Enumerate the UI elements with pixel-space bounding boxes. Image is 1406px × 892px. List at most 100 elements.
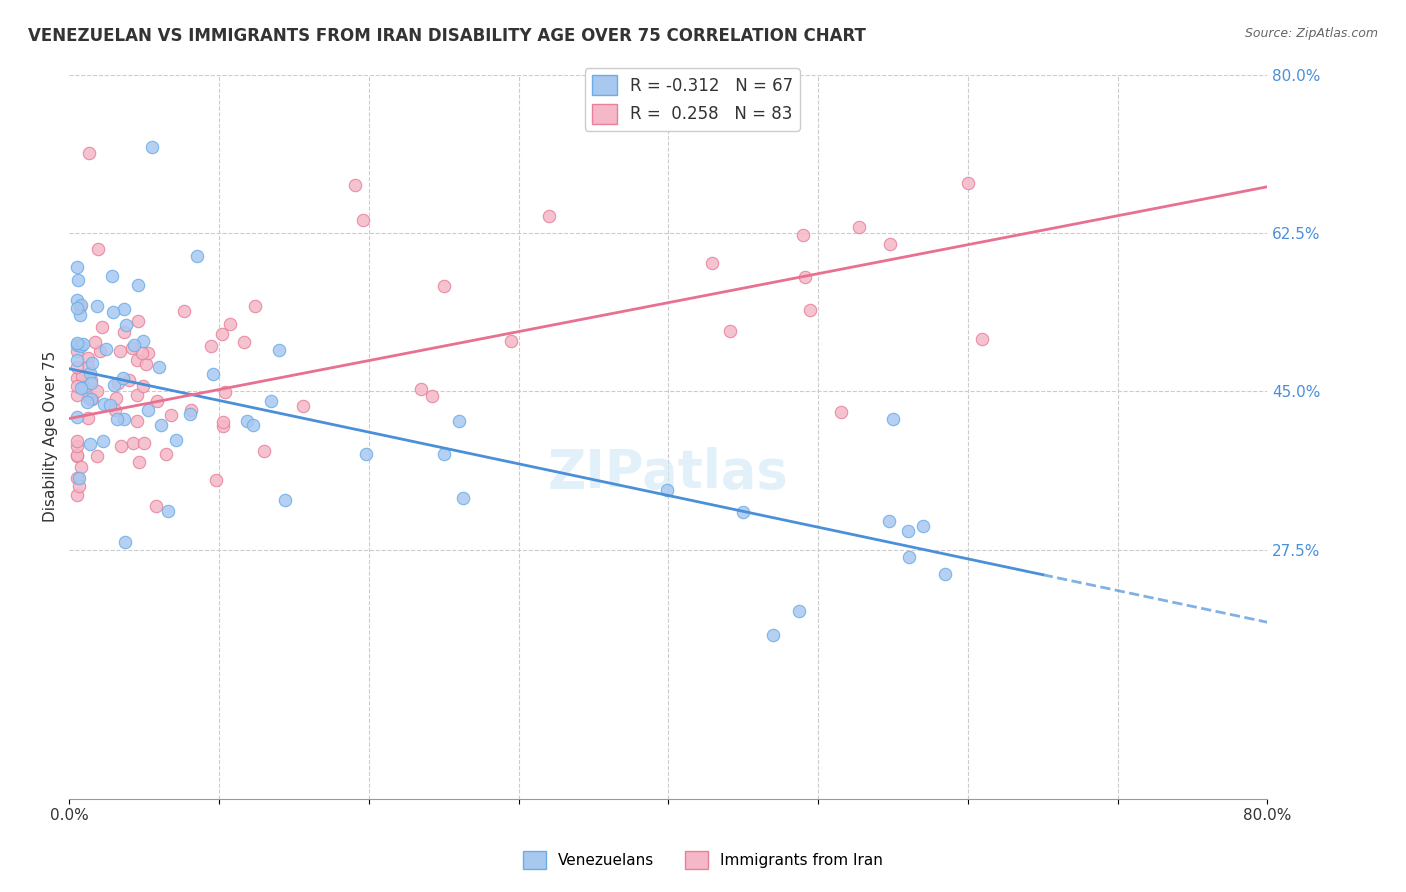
Legend: R = -0.312   N = 67, R =  0.258   N = 83: R = -0.312 N = 67, R = 0.258 N = 83 xyxy=(585,69,800,131)
Point xyxy=(94,342,117,356)
Point xyxy=(80,392,103,407)
Point xyxy=(66,370,89,384)
Point xyxy=(214,384,236,399)
Point xyxy=(970,332,993,346)
Point xyxy=(69,308,91,322)
Point xyxy=(155,447,177,461)
Point xyxy=(66,434,89,448)
Point xyxy=(112,411,135,425)
Point xyxy=(103,378,125,392)
Point xyxy=(110,439,132,453)
Point xyxy=(105,391,128,405)
Point xyxy=(66,488,89,502)
Point xyxy=(792,227,814,242)
Point xyxy=(125,353,148,368)
Point xyxy=(882,412,904,426)
Point xyxy=(897,524,920,538)
Point xyxy=(79,146,101,161)
Point xyxy=(77,410,100,425)
Point xyxy=(934,567,956,582)
Point xyxy=(134,436,156,450)
Point xyxy=(105,411,128,425)
Point xyxy=(160,408,183,422)
Point xyxy=(66,344,89,359)
Point xyxy=(157,504,180,518)
Text: ZIPatlas: ZIPatlas xyxy=(548,447,789,499)
Point xyxy=(121,435,143,450)
Point xyxy=(242,417,264,432)
Point xyxy=(103,403,125,417)
Point xyxy=(107,376,129,391)
Point xyxy=(134,358,156,372)
Point xyxy=(115,318,138,332)
Point xyxy=(433,447,456,461)
Point xyxy=(128,455,150,469)
Text: VENEZUELAN VS IMMIGRANTS FROM IRAN DISABILITY AGE OVER 75 CORRELATION CHART: VENEZUELAN VS IMMIGRANTS FROM IRAN DISAB… xyxy=(28,27,866,45)
Point xyxy=(202,367,225,381)
Legend: Venezuelans, Immigrants from Iran: Venezuelans, Immigrants from Iran xyxy=(517,845,889,875)
Point xyxy=(700,256,723,270)
Point xyxy=(125,388,148,402)
Point xyxy=(245,299,267,313)
Point xyxy=(66,471,89,485)
Point xyxy=(344,178,367,192)
Point xyxy=(76,387,98,401)
Point xyxy=(66,338,89,352)
Point xyxy=(112,301,135,316)
Point xyxy=(132,334,155,348)
Point xyxy=(80,376,103,390)
Point xyxy=(451,491,474,506)
Point xyxy=(148,359,170,374)
Point xyxy=(799,302,821,317)
Point xyxy=(762,628,785,642)
Point xyxy=(80,392,103,406)
Point xyxy=(911,519,934,533)
Point xyxy=(66,336,89,351)
Point xyxy=(87,243,110,257)
Point xyxy=(655,483,678,498)
Point xyxy=(76,360,98,375)
Point xyxy=(72,380,94,394)
Point xyxy=(84,335,107,350)
Point xyxy=(898,549,921,564)
Point xyxy=(80,356,103,370)
Point xyxy=(538,209,561,223)
Point xyxy=(66,378,89,392)
Point xyxy=(211,419,233,434)
Point xyxy=(79,366,101,380)
Point xyxy=(108,344,131,359)
Point xyxy=(66,260,89,274)
Point xyxy=(66,359,89,374)
Point xyxy=(180,403,202,417)
Point xyxy=(101,268,124,283)
Point xyxy=(733,504,755,518)
Point xyxy=(125,414,148,428)
Point xyxy=(124,338,146,352)
Point xyxy=(879,237,901,252)
Point xyxy=(86,384,108,398)
Point xyxy=(66,410,89,425)
Point xyxy=(121,341,143,355)
Point xyxy=(77,351,100,365)
Point xyxy=(146,394,169,409)
Point xyxy=(127,278,149,293)
Point xyxy=(103,305,125,319)
Point xyxy=(112,325,135,339)
Point xyxy=(70,368,93,383)
Point xyxy=(66,353,89,368)
Point xyxy=(145,499,167,513)
Point xyxy=(66,449,89,463)
Point xyxy=(86,449,108,463)
Point xyxy=(138,346,160,360)
Text: Source: ZipAtlas.com: Source: ZipAtlas.com xyxy=(1244,27,1378,40)
Point xyxy=(86,300,108,314)
Point xyxy=(956,176,979,190)
Point xyxy=(200,339,222,353)
Point xyxy=(141,140,163,154)
Point xyxy=(789,604,811,618)
Point xyxy=(70,459,93,474)
Point xyxy=(76,390,98,404)
Point xyxy=(260,394,283,409)
Point xyxy=(67,337,90,351)
Point xyxy=(353,213,375,227)
